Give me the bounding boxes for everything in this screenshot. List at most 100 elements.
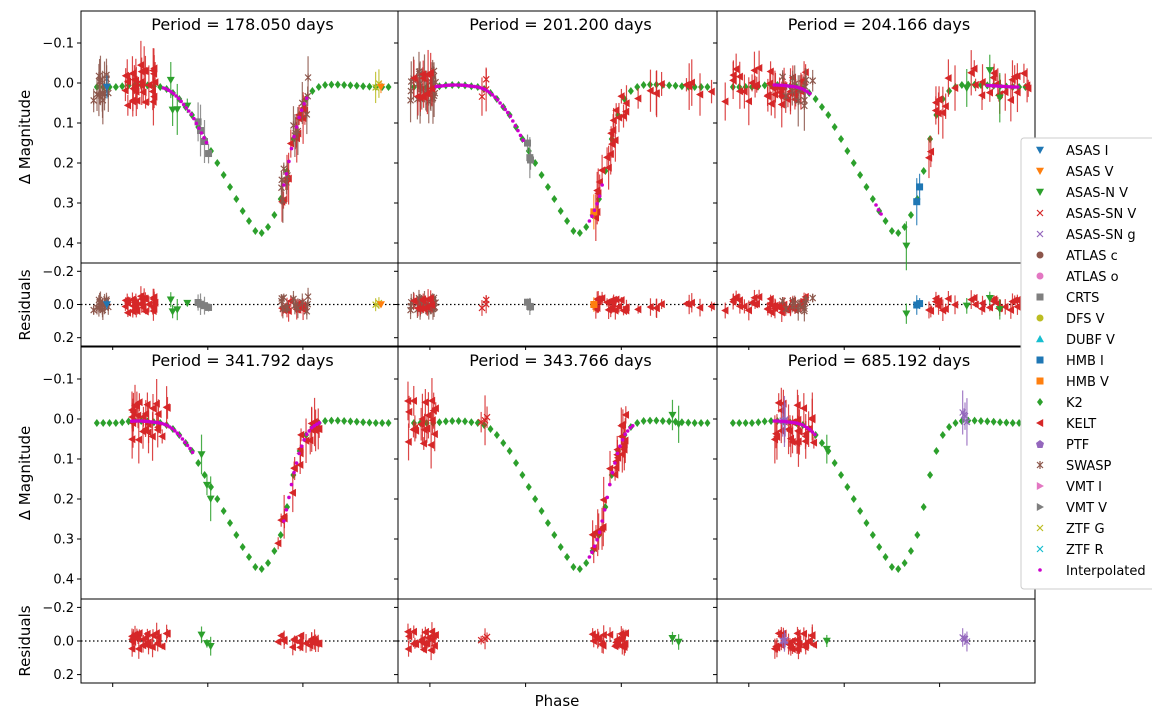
- interpolated-point: [176, 96, 181, 101]
- residual-point: [427, 646, 435, 655]
- k2-point: [519, 471, 526, 479]
- interpolated-point: [495, 98, 500, 102]
- survey-point: [152, 399, 160, 408]
- survey-point: [104, 89, 112, 98]
- residual-point: [621, 629, 630, 638]
- survey-point: [133, 96, 141, 105]
- survey-point: [140, 66, 148, 75]
- survey-point: [121, 86, 129, 95]
- survey-point: [135, 398, 143, 407]
- legend-item: Interpolated: [1038, 564, 1146, 579]
- legend-item: SWASP: [1036, 459, 1112, 474]
- interpolated-point: [592, 544, 597, 548]
- interpolated-point: [190, 450, 195, 455]
- interpolated-point: [292, 470, 296, 475]
- k2-point: [971, 416, 978, 425]
- k2-point: [755, 418, 762, 427]
- legend-label: ASAS-N V: [1066, 186, 1128, 201]
- interpolated-point: [183, 440, 187, 445]
- k2-point: [888, 227, 895, 235]
- survey-point: [404, 437, 412, 446]
- residual-point: [168, 308, 177, 316]
- interpolated-point: [317, 421, 322, 425]
- residual-point: [482, 296, 490, 304]
- legend-label: ASAS V: [1066, 165, 1114, 180]
- k2-point: [468, 418, 475, 427]
- residual-point: [131, 630, 139, 639]
- residual-point: [102, 301, 111, 309]
- residual-point: [1013, 302, 1021, 311]
- survey-point: [421, 398, 429, 407]
- k2-point: [271, 547, 278, 555]
- k2-point: [958, 417, 965, 425]
- legend-label: ZTF G: [1066, 522, 1105, 537]
- k2-point: [882, 553, 889, 561]
- survey-point: [278, 175, 286, 184]
- y-axis-title-top: Δ Magnitude: [16, 90, 34, 185]
- survey-point: [962, 84, 971, 92]
- k2-point: [442, 417, 449, 426]
- interpolated-point: [299, 444, 304, 449]
- k2-point: [698, 419, 705, 427]
- k2-point: [844, 483, 851, 491]
- residual-point: [136, 292, 145, 301]
- panel-title: Period = 343.766 days: [469, 351, 651, 370]
- interpolated-point: [777, 83, 782, 87]
- k2-point: [831, 123, 838, 131]
- k2-point: [895, 229, 902, 237]
- k2-point: [844, 147, 851, 155]
- residual-point: [409, 627, 417, 636]
- k2-point: [366, 418, 373, 427]
- survey-point: [197, 127, 205, 135]
- survey-point: [611, 470, 619, 479]
- k2-point: [653, 416, 660, 425]
- k2-point: [946, 87, 953, 95]
- interpolated-point: [287, 495, 291, 500]
- residual-point: [962, 302, 971, 310]
- survey-point: [139, 88, 147, 97]
- legend-item: ASAS-SN g: [1036, 228, 1136, 243]
- residual-point: [419, 296, 427, 305]
- residual-point: [405, 632, 413, 641]
- k2-point: [1009, 419, 1016, 427]
- residual-ytick-label: 0.0: [53, 298, 74, 313]
- survey-point: [593, 186, 601, 195]
- legend-marker: [1036, 440, 1044, 448]
- residual-ytick-label: −0.2: [42, 601, 74, 616]
- residual-point: [791, 299, 799, 308]
- main-ytick-label: 0.0: [53, 413, 74, 428]
- survey-point: [424, 70, 432, 79]
- k2-point: [341, 81, 348, 89]
- panel-title: Period = 341.792 days: [151, 351, 333, 370]
- interpolated-point: [597, 530, 602, 534]
- interpolated-point: [774, 83, 779, 87]
- residual-point: [944, 294, 952, 303]
- k2-point: [112, 419, 119, 427]
- survey-point: [913, 198, 921, 206]
- interpolated-point: [302, 438, 306, 442]
- survey-point: [128, 69, 136, 78]
- interpolated-point: [188, 446, 192, 451]
- residual-point: [609, 298, 617, 307]
- k2-point: [353, 81, 360, 90]
- survey-point: [296, 460, 304, 469]
- k2-point: [691, 419, 698, 427]
- k2-point: [863, 183, 870, 191]
- residual-ytick-label: 0.2: [53, 668, 74, 683]
- k2-point: [233, 531, 240, 539]
- survey-point: [809, 438, 818, 447]
- interpolated-point: [998, 84, 1002, 88]
- residual-point: [288, 643, 296, 652]
- interpolated-point: [592, 208, 597, 212]
- legend-item: PTF: [1036, 438, 1089, 453]
- k2-point: [214, 159, 221, 167]
- k2-point: [933, 447, 940, 455]
- k2-point: [564, 217, 571, 225]
- k2-point: [315, 83, 322, 91]
- data-points: [90, 40, 392, 322]
- residual-point: [617, 296, 625, 305]
- survey-point: [599, 495, 607, 504]
- survey-point: [809, 76, 817, 85]
- main-ytick-label: 0.2: [53, 493, 74, 508]
